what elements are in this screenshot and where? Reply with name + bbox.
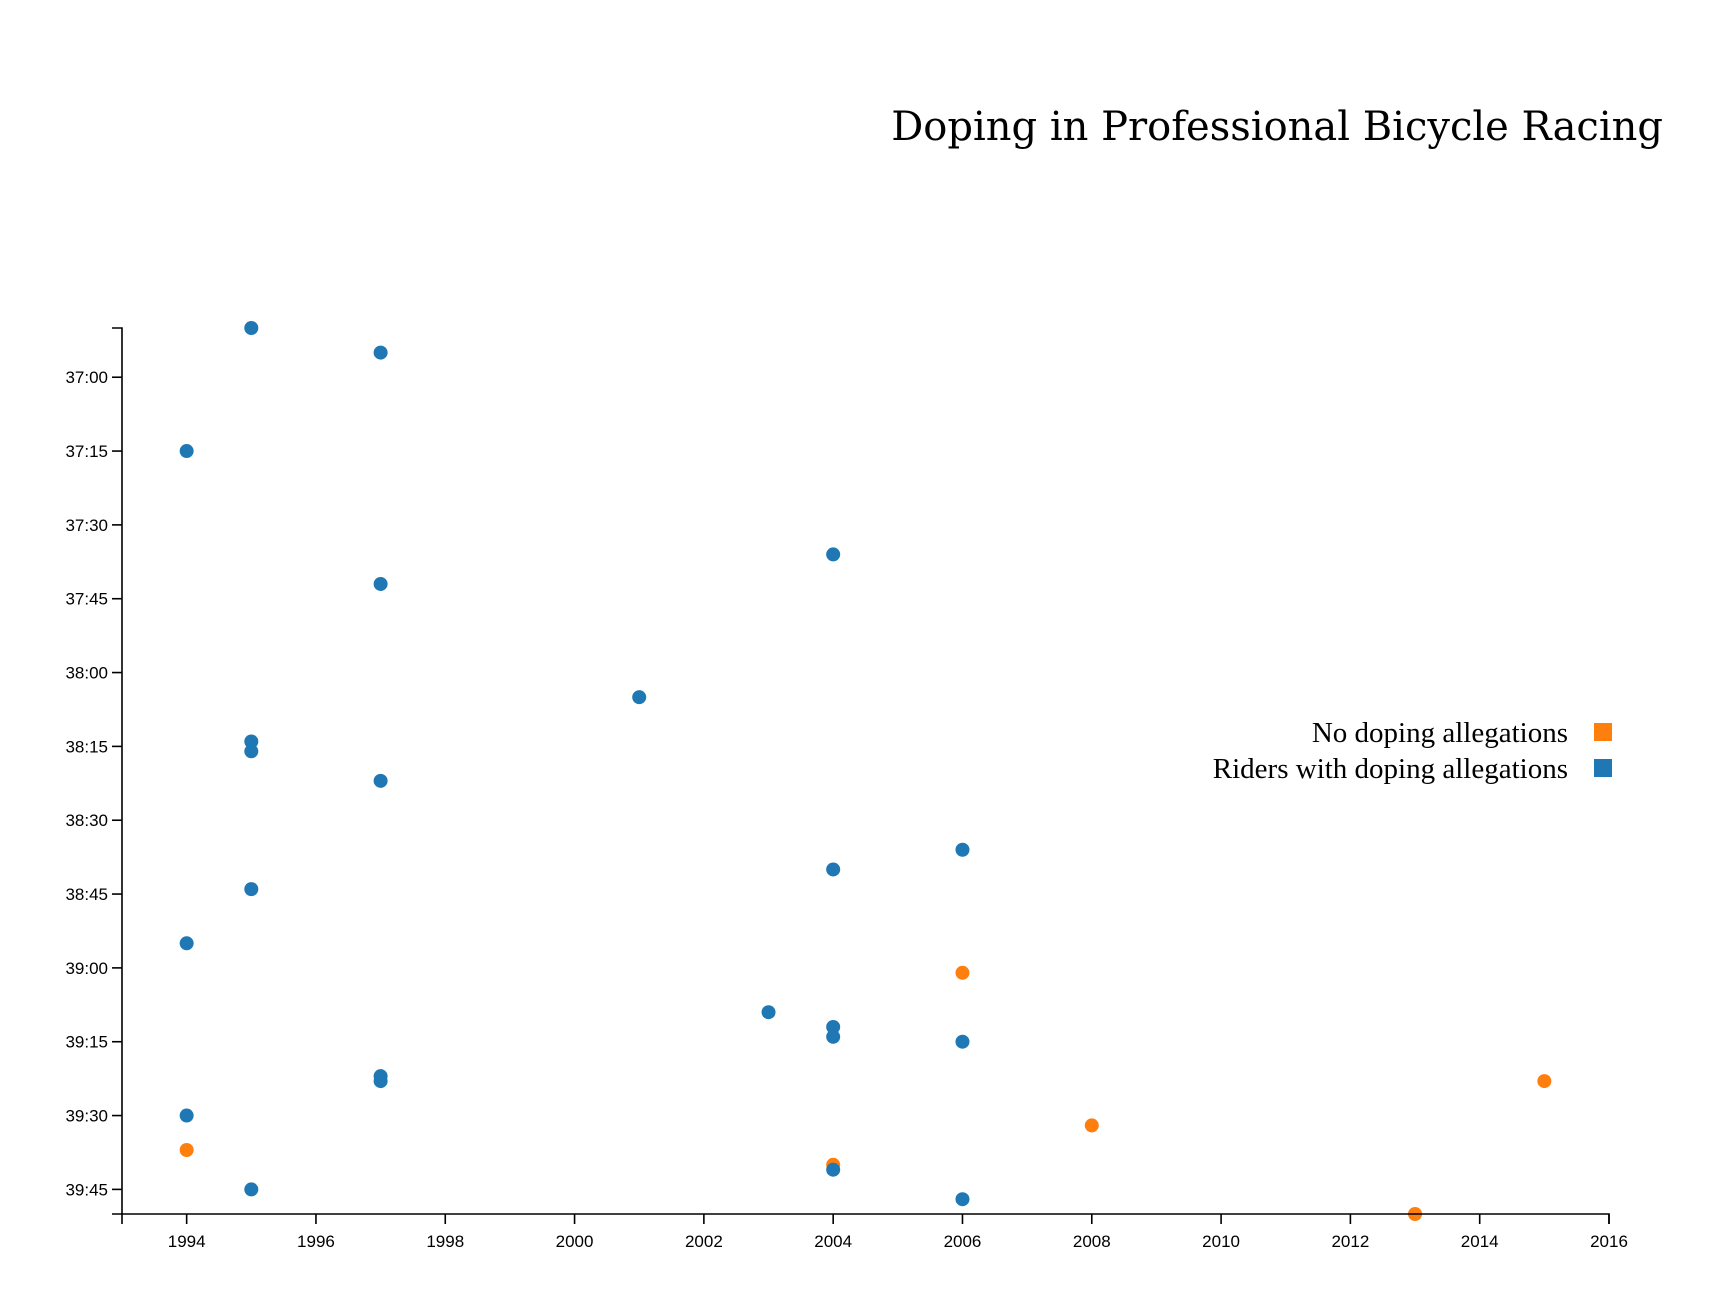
legend-label: No doping allegations (1312, 717, 1568, 749)
legend: No doping allegations Riders with doping … (1213, 717, 1612, 785)
data-point (955, 1034, 970, 1049)
y-tick-label: 38:45 (65, 885, 108, 904)
x-axis: 1994 1996 1998 2000 2002 2004 2006 2008 2010 2012… (121, 1213, 1628, 1251)
x-tick-label: 2008 (1073, 1232, 1111, 1251)
data-point (955, 842, 970, 857)
x-axis-line (121, 1213, 1610, 1224)
y-tick-label: 37:00 (65, 368, 108, 387)
data-point (244, 321, 259, 335)
y-tick-label: 37:15 (65, 442, 108, 461)
y-tick-label: 39:45 (65, 1180, 108, 1199)
data-point (1084, 1118, 1099, 1133)
data-point (373, 773, 388, 788)
data-point (955, 1192, 970, 1207)
data-point (826, 1029, 841, 1044)
x-tick-label: 2000 (556, 1232, 594, 1251)
y-tick-label: 37:30 (65, 516, 108, 535)
y-axis: 37:00 37:15 37:30 37:45 38:00 38:15 38:30 38:45… (65, 327, 123, 1215)
data-point (1537, 1074, 1552, 1089)
data-point (179, 936, 194, 951)
data-point (761, 1005, 776, 1020)
y-tick-label: 38:30 (65, 811, 108, 830)
data-point (244, 1182, 259, 1197)
data-point (826, 547, 841, 562)
data-point (826, 1019, 841, 1034)
y-tick-label: 39:00 (65, 959, 108, 978)
y-axis-line (112, 327, 123, 1215)
data-point (179, 1108, 194, 1123)
data-points (179, 321, 1552, 1221)
data-point (244, 882, 259, 897)
x-tick-label: 2014 (1461, 1232, 1499, 1251)
data-point (373, 576, 388, 591)
x-tick-label: 2004 (814, 1232, 852, 1251)
y-tick-label: 39:30 (65, 1107, 108, 1126)
x-tick-label: 1996 (297, 1232, 335, 1251)
x-tick-label: 1994 (168, 1232, 206, 1251)
x-tick-label: 2006 (944, 1232, 982, 1251)
x-tick-label: 2010 (1202, 1232, 1240, 1251)
data-point (244, 734, 259, 749)
x-tick-label: 2016 (1590, 1232, 1628, 1251)
data-point (244, 744, 259, 759)
legend-label: Riders with doping allegations (1213, 753, 1568, 785)
x-tick-label: 2002 (685, 1232, 723, 1251)
data-point (826, 862, 841, 877)
data-point (179, 444, 194, 459)
x-tick-label: 2012 (1331, 1232, 1369, 1251)
chart-title: Doping in Professional Bicycle Racing (891, 104, 1663, 150)
legend-swatch (1594, 759, 1612, 777)
data-point (632, 690, 647, 705)
y-tick-label: 37:45 (65, 590, 108, 609)
data-point (373, 345, 388, 360)
y-tick-label: 39:15 (65, 1033, 108, 1052)
data-point (373, 1074, 388, 1089)
x-tick-label: 1998 (426, 1232, 464, 1251)
data-point (179, 1143, 194, 1158)
y-tick-label: 38:15 (65, 737, 108, 756)
legend-swatch (1594, 723, 1612, 741)
data-point (826, 1162, 841, 1177)
y-tick-label: 38:00 (65, 664, 108, 683)
data-point (955, 965, 970, 980)
